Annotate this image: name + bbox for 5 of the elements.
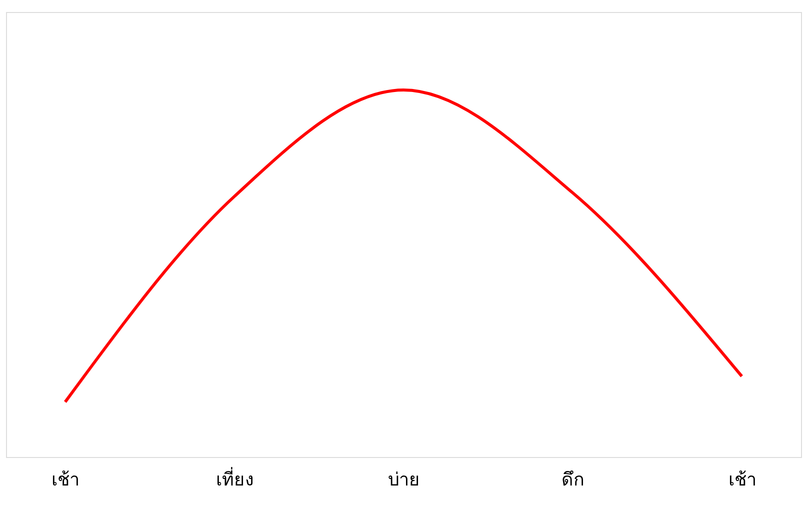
x-tick-label: เที่ยง	[216, 466, 254, 490]
x-tick-label: เช้า	[728, 470, 756, 490]
x-tick-label: บ่าย	[388, 470, 420, 490]
x-tick-label: เช้า	[52, 470, 80, 490]
x-tick-label: ดึก	[562, 470, 585, 490]
